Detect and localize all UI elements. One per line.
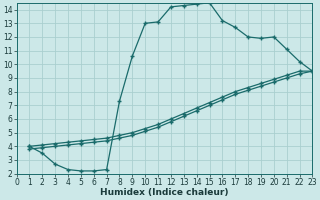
X-axis label: Humidex (Indice chaleur): Humidex (Indice chaleur) <box>100 188 229 197</box>
